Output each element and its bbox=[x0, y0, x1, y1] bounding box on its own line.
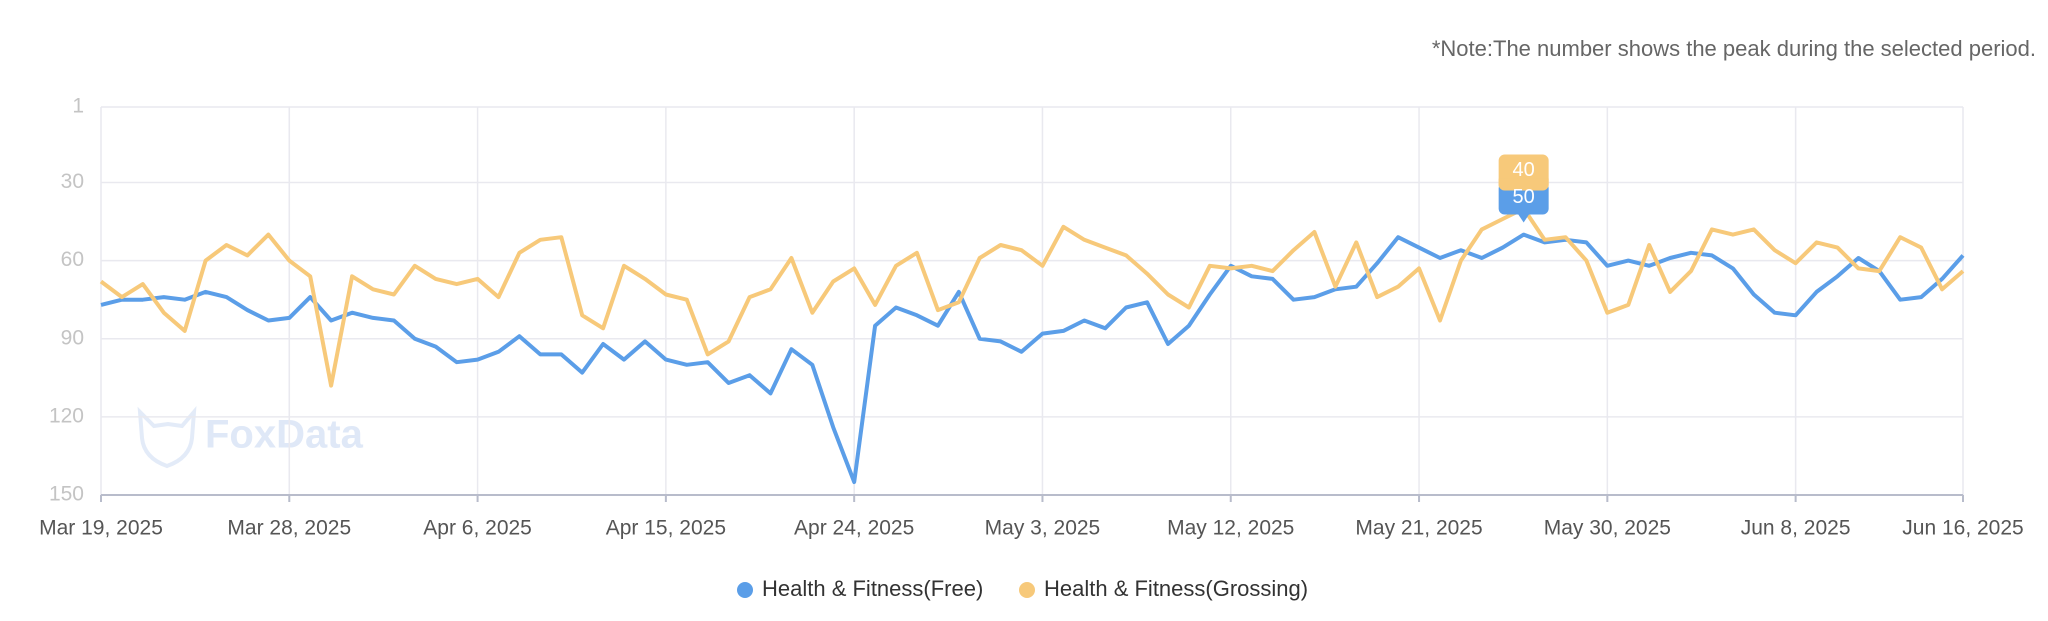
x-tick-label: Mar 19, 2025 bbox=[39, 517, 163, 540]
y-tick-label: 150 bbox=[49, 483, 84, 506]
y-tick-label: 90 bbox=[61, 326, 84, 349]
x-tick-label: May 12, 2025 bbox=[1167, 517, 1294, 540]
x-tick-label: Jun 16, 2025 bbox=[1902, 517, 2023, 540]
tooltip-value: 50 bbox=[1513, 186, 1535, 208]
fox-icon bbox=[137, 406, 197, 469]
x-tick-label: Apr 6, 2025 bbox=[423, 517, 532, 540]
y-tick-label: 1 bbox=[72, 95, 84, 118]
legend-marker bbox=[737, 582, 753, 598]
legend-item[interactable]: Health & Fitness(Grossing) bbox=[1019, 576, 1308, 601]
watermark: FoxData bbox=[205, 413, 364, 457]
legend-label: Health & Fitness(Free) bbox=[762, 576, 983, 601]
series-line bbox=[100, 232, 1965, 484]
legend-label: Health & Fitness(Grossing) bbox=[1044, 576, 1308, 601]
legend-item[interactable]: Health & Fitness(Free) bbox=[737, 576, 983, 601]
x-tick-label: May 21, 2025 bbox=[1355, 517, 1482, 540]
x-tick-label: Apr 24, 2025 bbox=[794, 517, 914, 540]
y-tick-label: 120 bbox=[49, 404, 84, 427]
tooltip-box bbox=[1498, 178, 1549, 187]
x-tick-label: May 30, 2025 bbox=[1544, 517, 1671, 540]
y-tick-label: 60 bbox=[61, 248, 84, 271]
legend-marker bbox=[1019, 582, 1035, 598]
x-tick-label: Apr 15, 2025 bbox=[606, 517, 726, 540]
watermark-icon bbox=[137, 406, 197, 469]
series-line bbox=[99, 206, 1965, 388]
y-tick-label: 30 bbox=[61, 170, 84, 193]
x-tick-label: Mar 28, 2025 bbox=[227, 517, 351, 540]
tooltip-pointer bbox=[1517, 213, 1530, 223]
x-tick-label: May 3, 2025 bbox=[985, 517, 1101, 540]
note: *Note:The number shows the peak during t… bbox=[1432, 36, 2036, 61]
tooltip-value: 40 bbox=[1513, 159, 1535, 181]
x-tick-label: Jun 8, 2025 bbox=[1741, 517, 1851, 540]
